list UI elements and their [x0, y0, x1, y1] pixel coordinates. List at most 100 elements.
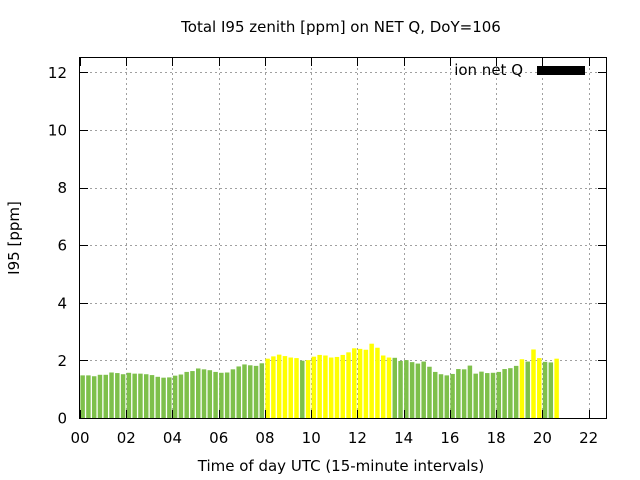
bar [479, 371, 484, 418]
bar [300, 360, 305, 418]
bar [496, 371, 502, 418]
bar [323, 355, 328, 418]
bar [513, 365, 519, 418]
bar [502, 369, 507, 418]
bar [172, 375, 178, 418]
bar [352, 348, 357, 418]
bars [80, 343, 559, 418]
bar [120, 374, 126, 418]
bar [282, 356, 288, 418]
bar [178, 374, 184, 418]
bar [398, 360, 403, 418]
bar [334, 356, 340, 418]
x-tick-labels: 00 02 04 06 08 10 12 14 16 18 20 22 [70, 429, 598, 447]
bar [490, 372, 496, 418]
bar [531, 349, 536, 418]
bar [305, 360, 311, 418]
bar [224, 372, 230, 418]
bar [311, 356, 317, 418]
bar [167, 377, 172, 418]
y-axis-label: I95 [ppm] [5, 201, 23, 275]
bar [86, 375, 91, 418]
bar [554, 358, 559, 418]
bar [219, 372, 224, 418]
bar [450, 373, 455, 418]
bar [519, 359, 525, 418]
bar [537, 358, 542, 418]
bar [248, 365, 253, 418]
y-tick-label: 6 [57, 237, 67, 255]
bar [236, 366, 241, 418]
bar [201, 369, 207, 418]
bar [432, 371, 438, 418]
bar [508, 368, 513, 418]
bar [242, 364, 247, 418]
bar [115, 373, 120, 418]
bar [271, 356, 276, 418]
bar [328, 357, 334, 418]
bar [548, 362, 554, 418]
x-tick-label: 12 [348, 429, 367, 447]
bar [404, 360, 409, 418]
bar [138, 373, 143, 418]
y-tick-label: 8 [57, 179, 67, 197]
bar [259, 363, 265, 418]
bar [525, 361, 530, 418]
y-tick-label: 0 [57, 410, 67, 428]
legend-label: ion net Q [454, 61, 523, 79]
x-tick-label: 00 [70, 429, 89, 447]
bar [276, 354, 282, 418]
bar [421, 361, 426, 418]
bar [461, 369, 467, 418]
x-tick-label: 08 [255, 429, 274, 447]
legend-swatch [537, 66, 585, 75]
bar [184, 371, 189, 418]
bar [103, 374, 109, 418]
bar [409, 362, 415, 418]
bar [542, 361, 548, 418]
bar [230, 369, 236, 418]
x-tick-label: 04 [163, 429, 182, 447]
bar [265, 358, 270, 418]
bar [357, 348, 363, 418]
x-tick-label: 18 [487, 429, 506, 447]
bar [80, 375, 85, 418]
bar [380, 355, 386, 418]
y-tick-label: 10 [48, 122, 67, 140]
bar [392, 357, 398, 418]
x-tick-label: 02 [117, 429, 136, 447]
bar [91, 376, 97, 418]
bar [126, 372, 132, 418]
x-tick-label: 20 [533, 429, 552, 447]
bar [196, 368, 201, 418]
y-tick-label: 12 [48, 64, 67, 82]
bar [444, 375, 450, 418]
bar [346, 352, 351, 418]
bar [473, 373, 478, 418]
bar [369, 343, 374, 418]
bar [467, 365, 473, 418]
bar [213, 371, 218, 418]
bar [340, 354, 345, 418]
bar [97, 374, 103, 418]
bar [438, 374, 444, 418]
x-tick-label: 06 [209, 429, 228, 447]
grid-lines [80, 58, 606, 418]
x-tick-label: 10 [302, 429, 321, 447]
bar [161, 377, 166, 418]
bar [207, 370, 213, 418]
bar [109, 372, 114, 418]
bar [143, 374, 149, 418]
bar [386, 357, 392, 418]
y-tick-label: 2 [57, 352, 67, 370]
bar [427, 366, 432, 418]
bar [363, 349, 369, 418]
x-tick-label: 14 [394, 429, 413, 447]
bar [288, 357, 293, 418]
bar [485, 373, 490, 418]
bar [415, 363, 421, 418]
plot-frame [79, 57, 607, 419]
bar [375, 347, 380, 418]
bar [253, 365, 259, 418]
